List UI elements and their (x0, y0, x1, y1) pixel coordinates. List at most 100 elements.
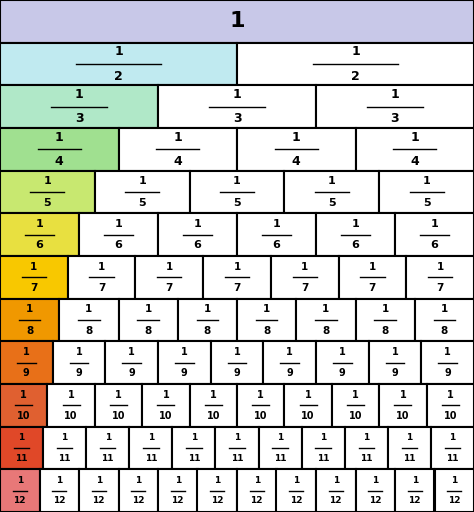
Text: 10: 10 (444, 411, 457, 421)
Text: 7: 7 (30, 283, 37, 293)
Bar (0, 128, 118, 170)
Bar (276, 470, 316, 512)
Text: 1: 1 (292, 131, 301, 144)
Bar (415, 298, 474, 342)
Text: 1: 1 (363, 434, 369, 442)
Bar (158, 470, 198, 512)
Bar (95, 170, 190, 214)
Bar (345, 426, 388, 470)
Text: 9: 9 (181, 368, 188, 378)
Text: 1: 1 (322, 305, 329, 314)
Bar (136, 256, 203, 298)
Text: 1: 1 (23, 347, 30, 357)
Text: 1: 1 (254, 476, 260, 485)
Text: 1: 1 (233, 262, 241, 272)
Text: 1: 1 (234, 347, 240, 357)
Bar (118, 128, 237, 170)
Bar (203, 256, 271, 298)
Text: 8: 8 (26, 326, 33, 335)
Text: 7: 7 (369, 283, 376, 293)
Text: 1: 1 (301, 262, 309, 272)
Text: 1: 1 (85, 305, 92, 314)
Bar (190, 384, 237, 426)
Bar (271, 256, 338, 298)
Bar (0, 214, 79, 256)
Bar (237, 384, 284, 426)
Text: 8: 8 (382, 326, 389, 335)
Text: 11: 11 (188, 454, 200, 462)
Bar (316, 470, 356, 512)
Bar (158, 86, 316, 128)
Text: 1: 1 (148, 434, 154, 442)
Text: 8: 8 (441, 326, 448, 335)
Text: 5: 5 (138, 198, 146, 207)
Bar (379, 170, 474, 214)
Text: 7: 7 (301, 283, 309, 293)
Bar (198, 470, 237, 512)
Text: 10: 10 (17, 411, 30, 421)
Text: 11: 11 (58, 454, 71, 462)
Text: 1: 1 (333, 476, 339, 485)
Text: 1: 1 (17, 476, 23, 485)
Bar (316, 86, 474, 128)
Bar (237, 42, 474, 86)
Bar (53, 342, 105, 384)
Text: 8: 8 (85, 326, 92, 335)
Text: 1: 1 (351, 46, 360, 58)
Bar (79, 214, 158, 256)
Text: 12: 12 (369, 496, 382, 505)
Text: 11: 11 (446, 454, 459, 462)
Text: 1: 1 (105, 434, 111, 442)
Bar (316, 342, 369, 384)
Text: 1: 1 (372, 476, 378, 485)
Bar (173, 426, 216, 470)
Text: 11: 11 (15, 454, 28, 462)
Text: 1: 1 (229, 11, 245, 31)
Text: 1: 1 (437, 262, 444, 272)
Bar (86, 426, 129, 470)
Text: 10: 10 (254, 411, 267, 421)
Text: 6: 6 (193, 240, 201, 250)
Text: 1: 1 (441, 305, 448, 314)
Text: 1: 1 (55, 131, 64, 144)
Text: 10: 10 (349, 411, 362, 421)
Text: 6: 6 (273, 240, 281, 250)
Text: 1: 1 (56, 476, 63, 485)
Text: 1: 1 (411, 476, 418, 485)
Text: 1: 1 (286, 347, 293, 357)
Text: 3: 3 (391, 112, 399, 125)
Text: 12: 12 (250, 496, 263, 505)
Text: 1: 1 (447, 390, 454, 400)
Text: 3: 3 (233, 112, 241, 125)
Text: 9: 9 (286, 368, 293, 378)
Bar (395, 470, 435, 512)
Text: 5: 5 (328, 198, 336, 207)
Text: 4: 4 (410, 155, 419, 168)
Bar (118, 298, 178, 342)
Text: 12: 12 (92, 496, 105, 505)
Text: 9: 9 (234, 368, 240, 378)
Text: 1: 1 (391, 88, 400, 101)
Bar (118, 470, 158, 512)
Text: 9: 9 (128, 368, 135, 378)
Text: 1: 1 (273, 219, 281, 229)
Text: 12: 12 (329, 496, 342, 505)
Bar (406, 256, 474, 298)
Text: 1: 1 (444, 347, 451, 357)
Text: 1: 1 (328, 177, 336, 186)
Text: 1: 1 (339, 347, 346, 357)
Text: 12: 12 (172, 496, 184, 505)
Bar (296, 298, 356, 342)
Text: 7: 7 (165, 283, 173, 293)
Text: 5: 5 (423, 198, 430, 207)
Text: 1: 1 (98, 262, 105, 272)
Bar (178, 298, 237, 342)
Text: 1: 1 (128, 347, 135, 357)
Bar (431, 426, 474, 470)
Text: 1: 1 (76, 347, 82, 357)
Text: 10: 10 (112, 411, 125, 421)
Text: 10: 10 (64, 411, 78, 421)
Text: 1: 1 (257, 390, 264, 400)
Bar (435, 470, 474, 512)
Text: 1: 1 (145, 305, 152, 314)
